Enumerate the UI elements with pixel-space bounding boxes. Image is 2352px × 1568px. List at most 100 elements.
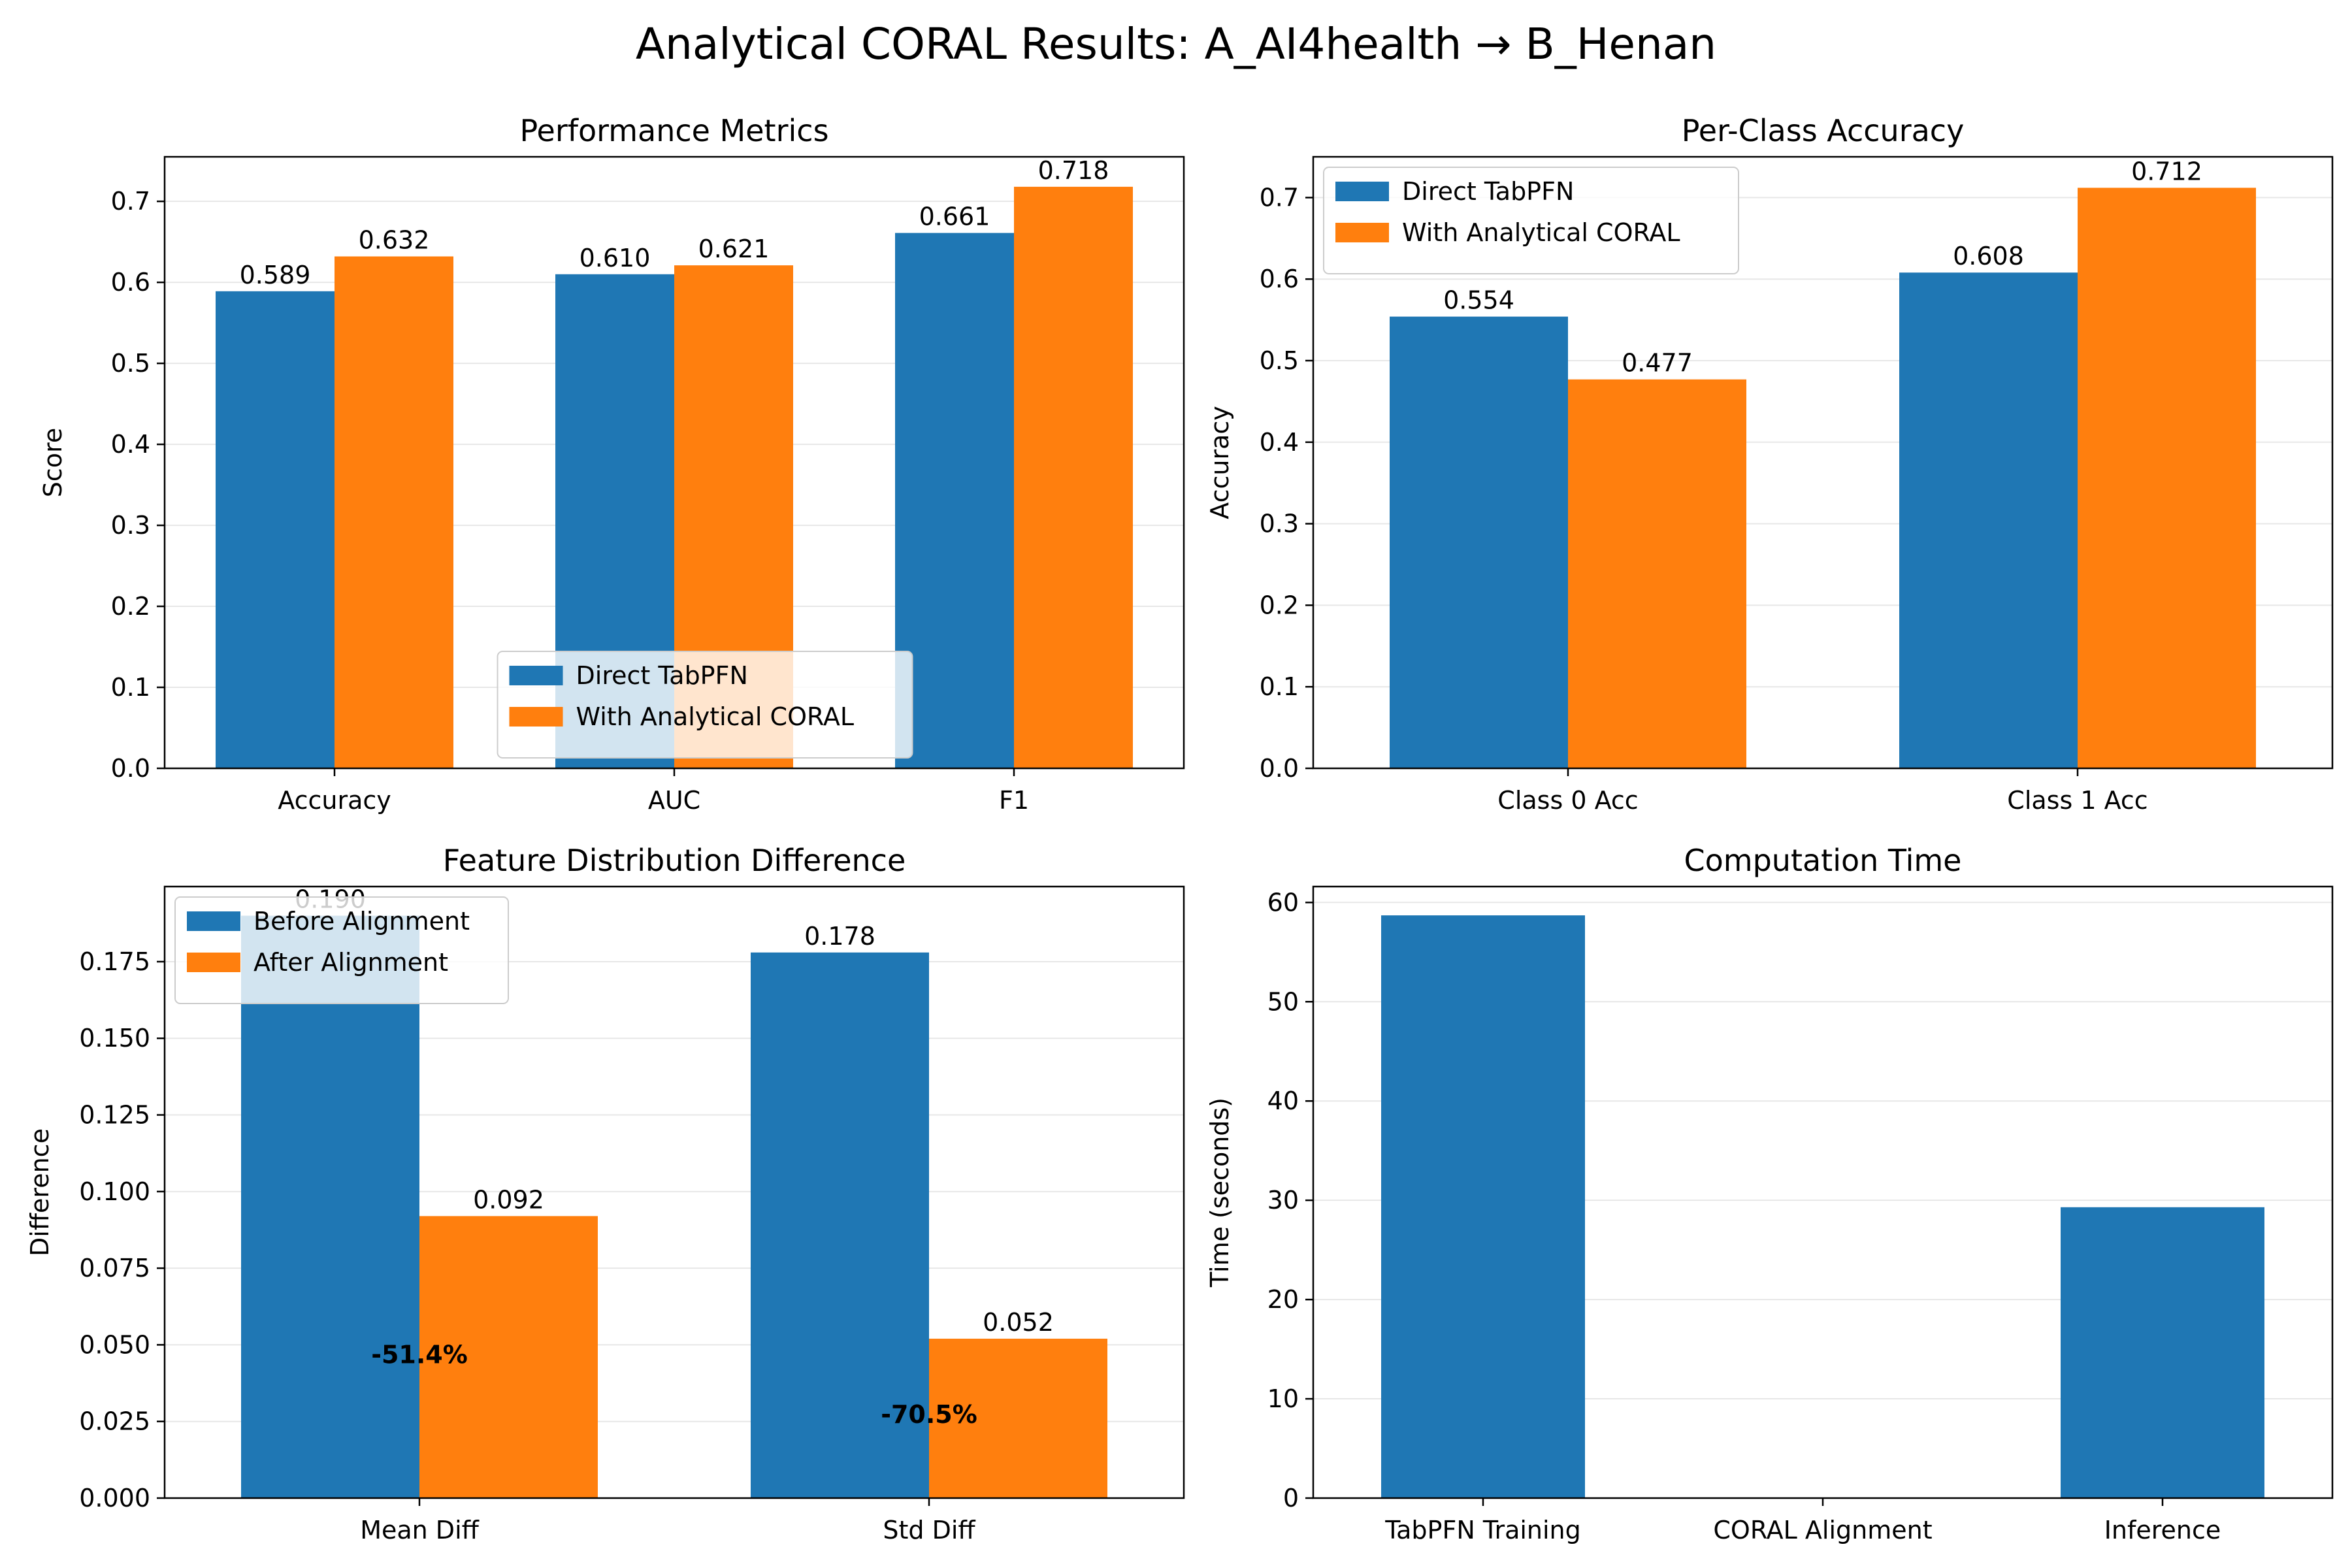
- chart3-annotation: -70.5%: [881, 1400, 977, 1429]
- chart4-ylabel: Time (seconds): [1205, 1098, 1234, 1288]
- chart3-legend-swatch-after-alignment: [187, 953, 240, 972]
- chart3-ylabel: Difference: [25, 1128, 54, 1256]
- chart4-title: Computation Time: [1684, 843, 1962, 878]
- chart2-legend-label: Direct TabPFN: [1402, 177, 1574, 206]
- chart4-bar-series-tabpfn-training: [1381, 915, 1585, 1498]
- chart3-annotation: -51.4%: [371, 1340, 468, 1369]
- chart1-legend-label: With Analytical CORAL: [576, 702, 855, 731]
- chart2-title: Per-Class Accuracy: [1682, 113, 1965, 148]
- chart1-ytick-label: 0.7: [111, 187, 150, 216]
- chart2-ytick-label: 0.5: [1260, 346, 1299, 375]
- chart3-bar-value-label: 0.052: [983, 1308, 1054, 1337]
- chart3-xtick-label: Std Diff: [883, 1516, 975, 1544]
- chart1-legend: Direct TabPFN With Analytical CORAL: [497, 651, 913, 759]
- chart1: 0.589 0.610 0.661 0.632 0.621 0.718 0.0 0.1 0.2 0…: [39, 113, 1185, 815]
- chart3-ytick-label: 0.175: [79, 947, 150, 976]
- chart2-ytick-label: 0.3: [1260, 510, 1299, 538]
- chart1-xtick-label: Accuracy: [278, 786, 391, 815]
- chart4-ytick-label: 50: [1267, 987, 1299, 1016]
- chart2-legend-label: With Analytical CORAL: [1402, 218, 1680, 247]
- chart4-ytick-label: 30: [1267, 1186, 1299, 1215]
- chart3-bar-before-alignment-std-diff: [751, 952, 929, 1498]
- chart2-bar-with-analytical-coral-class-1-acc: [2078, 188, 2256, 768]
- chart2-bar-value-label: 0.608: [1953, 242, 2024, 270]
- chart3-legend-label: Before Alignment: [253, 907, 470, 936]
- chart1-bar-value-label: 0.718: [1038, 156, 1109, 185]
- chart2-ytick-label: 0.2: [1260, 591, 1299, 619]
- chart3-ytick-label: 0.075: [79, 1254, 150, 1282]
- chart2-bar-with-analytical-coral-class-0-acc: [1568, 379, 1746, 768]
- chart4-ytick-label: 0: [1283, 1484, 1299, 1512]
- chart4-xtick-label: Inference: [2104, 1516, 2221, 1544]
- chart4-ytick-label: 20: [1267, 1285, 1299, 1314]
- chart2-bar-direct-tabpfn-class-0-acc: [1390, 316, 1568, 768]
- chart1-xtick-label: AUC: [648, 786, 700, 815]
- figure-title: Analytical CORAL Results: A_AI4health → …: [636, 19, 1716, 69]
- chart2-ytick-label: 0.4: [1260, 428, 1299, 457]
- chart1-legend-label: Direct TabPFN: [576, 661, 748, 690]
- chart1-bar-with-analytical-coral-accuracy: [335, 256, 453, 768]
- chart1-bar-with-analytical-coral-f1: [1014, 186, 1133, 768]
- chart3-legend-label: After Alignment: [253, 948, 448, 977]
- chart3-ytick-label: 0.150: [79, 1024, 150, 1053]
- chart2-xtick-label: Class 0 Acc: [1497, 786, 1638, 815]
- chart4-ytick-label: 10: [1267, 1384, 1299, 1413]
- chart1-bar-direct-tabpfn-f1: [895, 233, 1014, 768]
- chart4-xtick-label: CORAL Alignment: [1713, 1516, 1932, 1544]
- chart1-legend-swatch-direct-tabpfn: [509, 666, 563, 685]
- chart3-xtick-label: Mean Diff: [360, 1516, 479, 1544]
- chart3-bar-value-label: 0.092: [473, 1185, 544, 1214]
- chart1-bar-value-label: 0.661: [919, 203, 990, 231]
- chart1-ytick-label: 0.0: [111, 754, 150, 783]
- chart3-ytick-label: 0.100: [79, 1177, 150, 1206]
- chart1-bar-value-label: 0.610: [580, 244, 651, 272]
- chart1-bar-value-label: 0.632: [359, 225, 430, 254]
- chart1-ytick-label: 0.1: [111, 673, 150, 702]
- chart2-bar-value-label: 0.477: [1622, 349, 1693, 378]
- chart1-ytick-label: 0.4: [111, 430, 150, 459]
- chart2-legend-swatch-direct-tabpfn: [1335, 182, 1389, 201]
- chart2-ytick-label: 0.6: [1260, 265, 1299, 293]
- chart4-ytick-label: 40: [1267, 1086, 1299, 1115]
- chart4: 0 10 20 30 40 50 60 TabPFN Training CORAL Alignm…: [1205, 843, 2334, 1544]
- chart3-bar-value-label: 0.178: [804, 922, 875, 951]
- chart1-ytick-label: 0.5: [111, 349, 150, 378]
- chart3-ytick-label: 0.125: [79, 1101, 150, 1130]
- chart3-legend: Before Alignment After Alignment: [174, 896, 509, 1004]
- chart2-legend-swatch-with-analytical-coral: [1335, 223, 1389, 242]
- chart2-bar-value-label: 0.554: [1443, 286, 1514, 315]
- chart2-legend: Direct TabPFN With Analytical CORAL: [1323, 167, 1739, 274]
- chart1-ylabel: Score: [39, 428, 67, 497]
- chart1-xtick-label: F1: [999, 786, 1029, 815]
- chart1-title: Performance Metrics: [519, 113, 828, 148]
- chart3-title: Feature Distribution Difference: [443, 843, 906, 878]
- chart3: 0.1900.1780.0920.052-51.4%-70.5%0.0000.0…: [25, 843, 1185, 1544]
- chart2-ytick-label: 0.7: [1260, 183, 1299, 212]
- chart1-ytick-label: 0.2: [111, 592, 150, 621]
- chart2-xtick-label: Class 1 Acc: [2007, 786, 2148, 815]
- chart3-bar-after-alignment-std-diff: [929, 1339, 1107, 1498]
- chart1-legend-swatch-with-analytical-coral: [509, 707, 563, 727]
- chart2-legend-box: [1323, 167, 1739, 274]
- chart3-bar-before-alignment-mean-diff: [241, 915, 419, 1498]
- chart2-ytick-label: 0.1: [1260, 672, 1299, 701]
- chart1-legend-box: [497, 651, 913, 759]
- chart3-legend-box: [174, 896, 509, 1004]
- chart2-ytick-label: 0.0: [1260, 754, 1299, 783]
- chart3-bar-after-alignment-mean-diff: [419, 1216, 598, 1498]
- chart1-ytick-label: 0.3: [111, 511, 150, 540]
- chart4-bar-series-inference: [2061, 1207, 2264, 1498]
- chart2-bar-direct-tabpfn-class-1-acc: [1899, 272, 2078, 768]
- chart2-bar-value-label: 0.712: [2131, 157, 2202, 186]
- chart2-ylabel: Accuracy: [1205, 406, 1234, 519]
- chart1-bar-value-label: 0.621: [698, 235, 770, 263]
- chart1-ytick-label: 0.6: [111, 268, 150, 297]
- chart3-legend-swatch-before-alignment: [187, 911, 240, 931]
- chart1-bar-value-label: 0.589: [240, 261, 311, 289]
- chart3-ytick-label: 0.050: [79, 1330, 150, 1359]
- chart2: 0.554 0.608 0.477 0.712 0.0 0.1 0.2 0.3 0.4 0.5 0.…: [1205, 113, 2334, 815]
- chart4-ytick-label: 60: [1267, 888, 1299, 917]
- chart2-axes-frame: [1312, 155, 2334, 770]
